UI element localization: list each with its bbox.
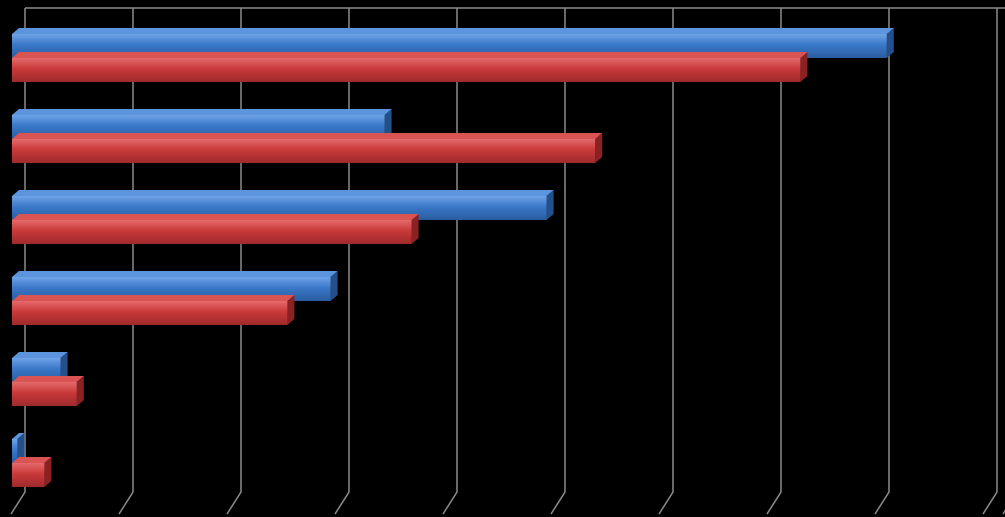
gridline [226, 8, 242, 515]
bar-side-face [800, 52, 808, 82]
gridline [658, 8, 674, 515]
bar [12, 457, 52, 487]
bar-side-face [44, 457, 52, 487]
gridline [766, 8, 782, 515]
bar-top-face [12, 271, 338, 277]
bar-top-face [12, 352, 68, 358]
bar-top-face [12, 214, 419, 220]
gridline [550, 8, 566, 515]
bar-top-face [12, 133, 603, 139]
bar-side-face [287, 295, 295, 325]
gridline [982, 8, 998, 515]
bar-top-face [12, 295, 295, 301]
gridline [334, 8, 350, 515]
bar-side-face [76, 376, 84, 406]
bar [12, 133, 603, 163]
bar-front-face [12, 463, 45, 487]
bar-top-face [12, 457, 52, 463]
bar-side-face [411, 214, 419, 244]
bar-top-face [12, 52, 808, 58]
gridline [118, 8, 134, 515]
bar [12, 214, 419, 244]
gridline [10, 8, 26, 515]
bar-side-face [546, 190, 554, 220]
bar-front-face [12, 439, 18, 463]
bar-front-face [12, 139, 596, 163]
bar-front-face [12, 220, 412, 244]
bar [12, 376, 84, 406]
gridlines [10, 7, 1005, 515]
bar-side-face [17, 433, 25, 463]
bar-side-face [886, 28, 894, 58]
bar-side-face [330, 271, 338, 301]
bar-front-face [12, 301, 288, 325]
bar-top-face [12, 376, 84, 382]
gridline [442, 8, 458, 515]
bar-top-face [12, 109, 392, 115]
bar-front-face [12, 58, 801, 82]
bar-top-face [12, 433, 25, 439]
bar-front-face [12, 382, 77, 406]
bars [12, 28, 894, 487]
bar-top-face [12, 28, 894, 34]
bar [12, 433, 25, 463]
bar-top-face [12, 190, 554, 196]
bar-side-face [595, 133, 603, 163]
bar-side-face [384, 109, 392, 139]
bar-side-face [60, 352, 68, 382]
gridline [874, 8, 890, 515]
bar [12, 52, 808, 82]
bar [12, 295, 295, 325]
